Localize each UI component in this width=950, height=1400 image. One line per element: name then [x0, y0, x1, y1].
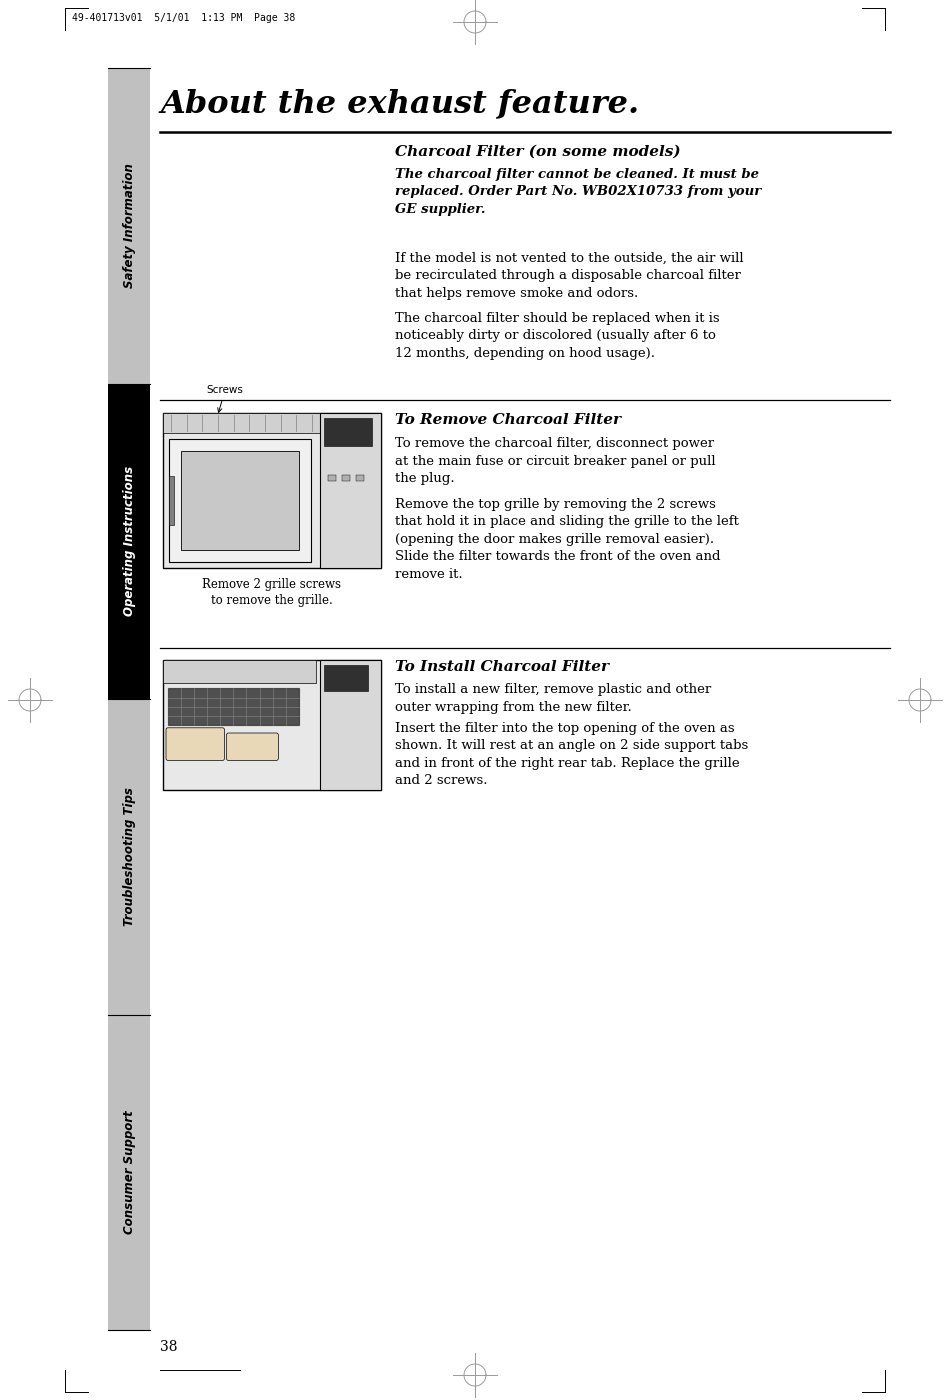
Text: Consumer Support: Consumer Support — [123, 1110, 136, 1235]
Bar — [108, 69, 150, 384]
Text: To Install Charcoal Filter: To Install Charcoal Filter — [395, 659, 609, 673]
Text: To remove the charcoal filter, disconnect power
at the main fuse or circuit brea: To remove the charcoal filter, disconnec… — [395, 437, 715, 484]
Bar — [163, 413, 381, 568]
Bar — [324, 665, 368, 692]
Text: To install a new filter, remove plastic and other
outer wrapping from the new fi: To install a new filter, remove plastic … — [395, 683, 712, 714]
Text: Insert the filter into the top opening of the oven as
shown. It will rest at an : Insert the filter into the top opening o… — [395, 722, 749, 787]
Bar — [181, 451, 299, 550]
Text: 38: 38 — [160, 1340, 178, 1354]
Bar — [163, 659, 381, 790]
Text: Troubleshooting Tips: Troubleshooting Tips — [123, 787, 136, 927]
Text: If the model is not vented to the outside, the air will
be recirculated through : If the model is not vented to the outsid… — [395, 252, 744, 300]
Bar — [163, 659, 315, 683]
Text: Screws: Screws — [206, 385, 243, 412]
Text: 49-401713v01  5/1/01  1:13 PM  Page 38: 49-401713v01 5/1/01 1:13 PM Page 38 — [72, 13, 295, 22]
FancyBboxPatch shape — [166, 728, 224, 760]
Text: Safety Information: Safety Information — [123, 164, 136, 288]
Bar — [356, 475, 364, 482]
Bar — [169, 476, 174, 525]
Text: Charcoal Filter (on some models): Charcoal Filter (on some models) — [395, 146, 680, 160]
Text: The charcoal filter cannot be cleaned. It must be
replaced. Order Part No. WB02X: The charcoal filter cannot be cleaned. I… — [395, 168, 761, 216]
Bar — [108, 699, 150, 1015]
Text: Remove the top grille by removing the 2 screws
that hold it in place and sliding: Remove the top grille by removing the 2 … — [395, 498, 739, 581]
Bar — [342, 475, 350, 482]
Bar — [320, 413, 381, 568]
Text: About the exhaust feature.: About the exhaust feature. — [160, 88, 639, 119]
Bar — [108, 1015, 150, 1330]
Text: The charcoal filter should be replaced when it is
noticeably dirty or discolored: The charcoal filter should be replaced w… — [395, 312, 720, 360]
Bar — [320, 659, 381, 790]
Bar — [108, 384, 150, 699]
Text: Operating Instructions: Operating Instructions — [123, 466, 136, 616]
Bar — [169, 440, 312, 561]
Text: Remove 2 grille screws
to remove the grille.: Remove 2 grille screws to remove the gri… — [202, 578, 341, 608]
Text: To Remove Charcoal Filter: To Remove Charcoal Filter — [395, 413, 621, 427]
Bar — [324, 419, 371, 445]
Bar — [328, 475, 336, 482]
Bar — [163, 413, 320, 433]
FancyBboxPatch shape — [226, 734, 278, 760]
Bar — [168, 689, 299, 725]
